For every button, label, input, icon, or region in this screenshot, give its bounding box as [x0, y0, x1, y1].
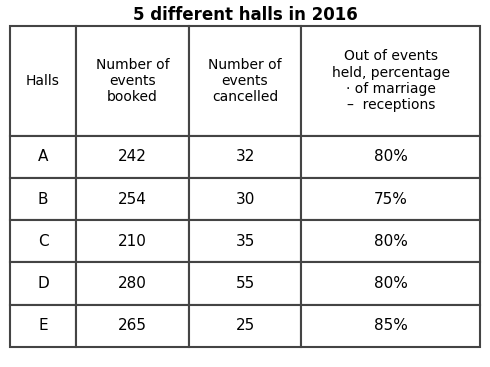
- Bar: [189, 305, 301, 347]
- Text: 35: 35: [235, 234, 255, 249]
- Bar: [76, 220, 189, 262]
- Text: Out of events
held, percentage
· of marriage
–  receptions: Out of events held, percentage · of marr…: [332, 50, 450, 112]
- Bar: [189, 262, 301, 305]
- Text: 210: 210: [118, 234, 147, 249]
- Bar: [10, 220, 76, 262]
- Bar: [10, 178, 76, 220]
- Text: Number of
events
cancelled: Number of events cancelled: [208, 58, 282, 104]
- Bar: [76, 178, 189, 220]
- Text: 254: 254: [118, 192, 147, 207]
- Bar: [10, 262, 76, 305]
- Bar: [76, 136, 189, 178]
- Text: 32: 32: [235, 149, 255, 164]
- Text: 265: 265: [118, 318, 147, 333]
- Text: E: E: [38, 318, 48, 333]
- Bar: [189, 178, 301, 220]
- Bar: [301, 136, 480, 178]
- Text: 80%: 80%: [374, 276, 408, 291]
- Text: 55: 55: [235, 276, 255, 291]
- Text: 75%: 75%: [374, 192, 408, 207]
- Text: Number of
events
booked: Number of events booked: [96, 58, 170, 104]
- Bar: [10, 136, 76, 178]
- Bar: [189, 136, 301, 178]
- Bar: [301, 305, 480, 347]
- Bar: [189, 26, 301, 136]
- Text: 30: 30: [235, 192, 255, 207]
- Text: Halls: Halls: [26, 74, 60, 88]
- Text: D: D: [37, 276, 49, 291]
- Bar: [76, 305, 189, 347]
- Bar: [10, 26, 76, 136]
- Bar: [76, 26, 189, 136]
- Text: B: B: [38, 192, 49, 207]
- Bar: [76, 262, 189, 305]
- Text: C: C: [38, 234, 49, 249]
- Text: 5 different halls in 2016: 5 different halls in 2016: [133, 6, 357, 24]
- Text: 25: 25: [235, 318, 255, 333]
- Text: A: A: [38, 149, 48, 164]
- Text: 85%: 85%: [374, 318, 408, 333]
- Bar: [301, 178, 480, 220]
- Text: 80%: 80%: [374, 149, 408, 164]
- Bar: [301, 26, 480, 136]
- Text: 242: 242: [118, 149, 147, 164]
- Bar: [301, 262, 480, 305]
- Bar: [301, 220, 480, 262]
- Text: 280: 280: [118, 276, 147, 291]
- Bar: [10, 305, 76, 347]
- Bar: [189, 220, 301, 262]
- Text: 80%: 80%: [374, 234, 408, 249]
